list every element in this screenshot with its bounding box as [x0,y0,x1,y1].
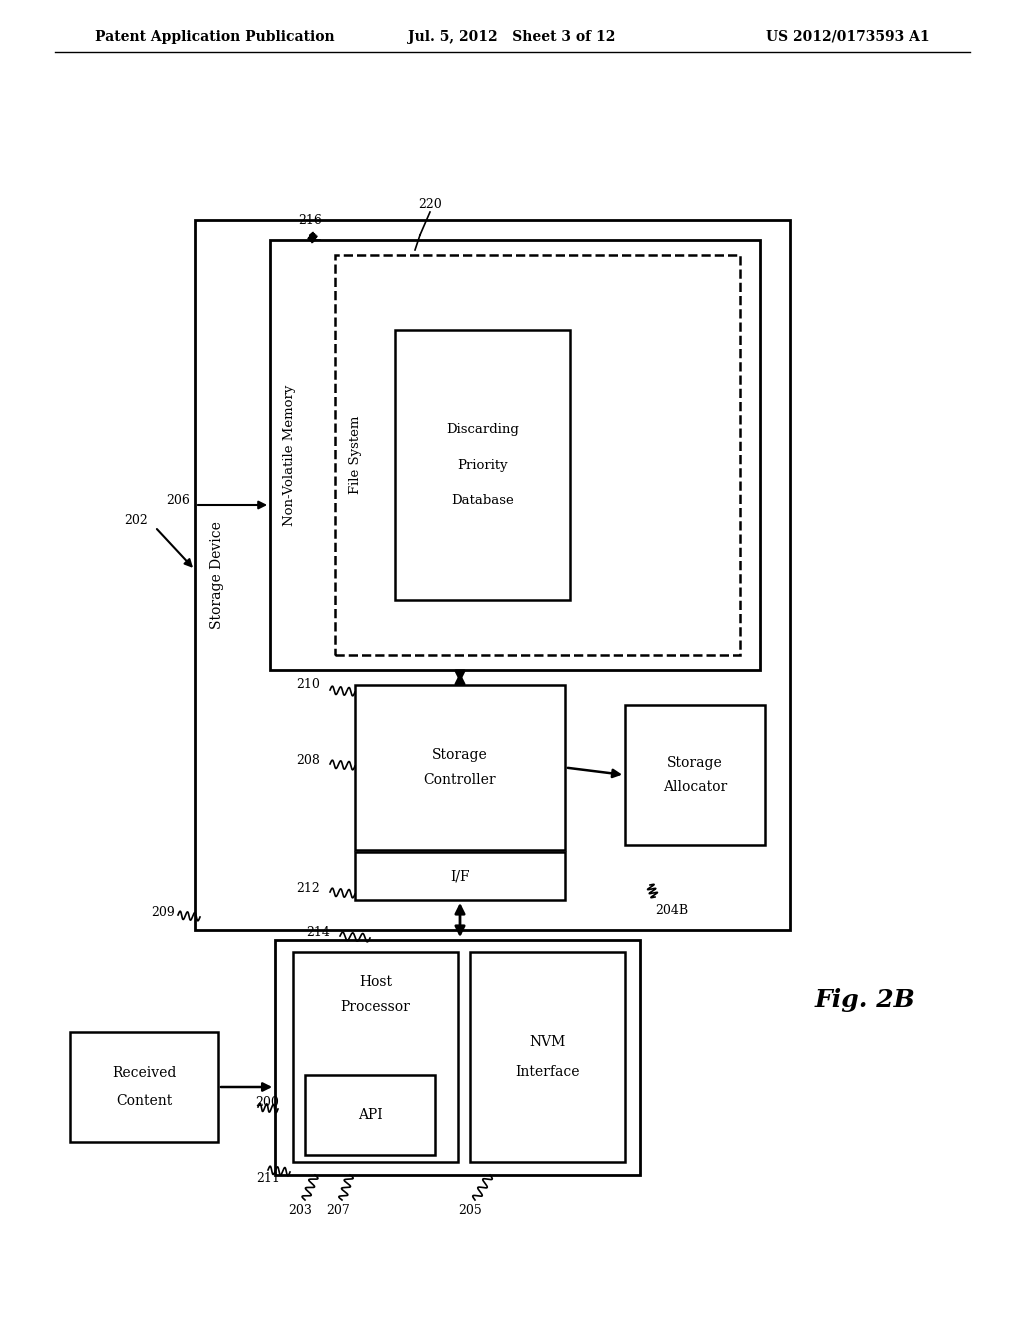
Bar [335,255,740,655]
Text: Storage: Storage [432,748,487,763]
Text: Discarding: Discarding [446,424,519,437]
Text: Storage: Storage [667,756,723,770]
Text: 216: 216 [298,214,322,227]
Text: Patent Application Publication: Patent Application Publication [95,30,335,44]
Text: 200: 200 [255,1096,279,1109]
Text: Fig. 2B: Fig. 2B [815,987,915,1012]
Text: 214: 214 [306,925,330,939]
Text: 203: 203 [288,1204,312,1217]
Text: Allocator: Allocator [663,780,727,795]
Bar [270,240,760,671]
Text: 204B: 204B [655,903,688,916]
Text: Host: Host [359,975,392,989]
Bar [305,1074,435,1155]
Bar [395,330,570,601]
Text: 212: 212 [296,882,319,895]
Text: 206: 206 [166,494,190,507]
Text: Interface: Interface [515,1065,580,1078]
Bar [70,1032,218,1142]
Bar [195,220,790,931]
Bar [293,952,458,1162]
Text: 210: 210 [296,678,319,692]
Text: Jul. 5, 2012   Sheet 3 of 12: Jul. 5, 2012 Sheet 3 of 12 [409,30,615,44]
Text: Database: Database [452,494,514,507]
Text: 220: 220 [418,198,442,211]
Text: Priority: Priority [457,458,508,471]
Text: US 2012/0173593 A1: US 2012/0173593 A1 [766,30,930,44]
Text: 208: 208 [296,754,319,767]
Bar [625,705,765,845]
Text: 211: 211 [256,1172,280,1184]
Text: Storage Device: Storage Device [210,521,224,628]
Bar [355,685,565,850]
Text: Non-Volatile Memory: Non-Volatile Memory [284,384,297,525]
Bar [470,952,625,1162]
Text: 207: 207 [326,1204,350,1217]
Text: Received: Received [112,1067,176,1080]
Text: Content: Content [116,1094,172,1107]
Text: Controller: Controller [424,772,497,787]
Bar [275,940,640,1175]
Text: 202: 202 [124,513,148,527]
Text: 205: 205 [458,1204,482,1217]
Text: I/F: I/F [451,869,470,883]
Text: 209: 209 [152,906,175,919]
Text: Processor: Processor [341,1001,411,1014]
Text: NVM: NVM [529,1035,565,1049]
Text: File System: File System [348,416,361,494]
Bar [355,851,565,900]
Text: API: API [357,1107,382,1122]
